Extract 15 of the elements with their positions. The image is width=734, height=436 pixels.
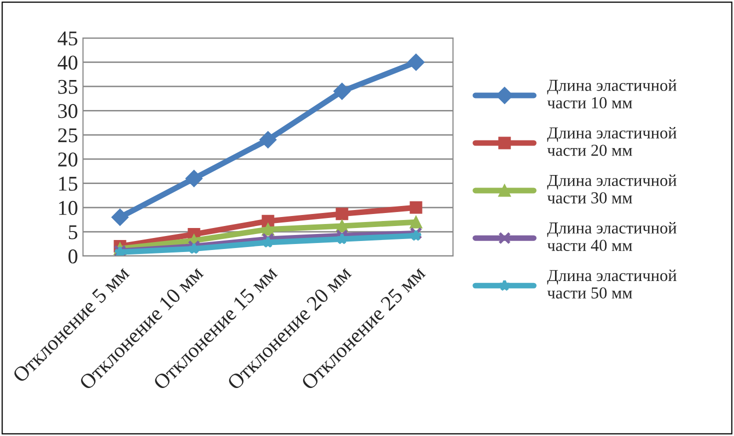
y-tick-label: 30 (58, 104, 78, 118)
legend-label: Длина эластичной части 40 мм (547, 222, 676, 252)
y-tick-label: 15 (59, 176, 78, 191)
y-tick-label: 10 (59, 200, 78, 215)
y-tick-label: 45 (58, 32, 78, 46)
legend-label: Длина эластичной части 10 мм (547, 79, 676, 108)
y-tick-label: 40 (58, 56, 78, 70)
y-tick-label: 20 (58, 152, 78, 167)
y-tick-label: 25 (58, 128, 78, 142)
y-tick-label: 0 (68, 249, 78, 264)
legend-label: Длина эластичной части 30 мм (547, 174, 676, 204)
y-tick-label: 5 (68, 225, 78, 240)
legend-label: Длина эластичной части 20 мм (547, 126, 676, 156)
y-tick-label: 35 (58, 80, 78, 94)
legend-label: Длина эластичной части 50 мм (547, 270, 676, 299)
